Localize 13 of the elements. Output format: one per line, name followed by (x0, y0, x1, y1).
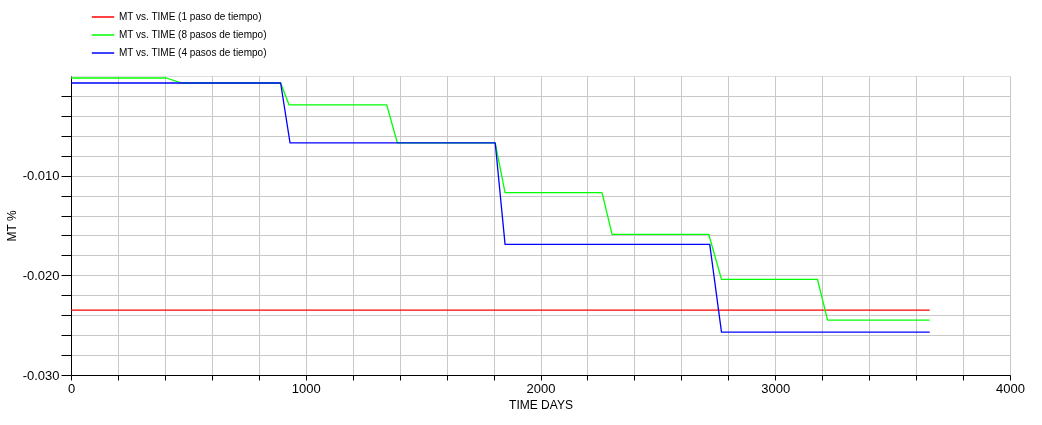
x-tick-label: 3000 (761, 380, 791, 396)
y-tick-label: -0.030 (22, 367, 60, 383)
y-tick-label: -0.020 (22, 267, 60, 283)
x-tick-label: 2000 (526, 380, 556, 396)
x-tick-label: 1000 (291, 380, 321, 396)
y-tick-label: -0.010 (22, 168, 60, 184)
legend-label: MT vs. TIME (1 paso de tiempo) (119, 11, 262, 22)
x-tick-label: 0 (67, 380, 76, 396)
x-tick-label: 4000 (996, 380, 1025, 396)
legend-label: MT vs. TIME (4 pasos de tiempo) (119, 47, 267, 58)
legend-label: MT vs. TIME (8 pasos de tiempo) (119, 29, 267, 40)
y-axis-title: MT % (4, 210, 19, 242)
x-axis-title: TIME DAYS (509, 397, 573, 412)
